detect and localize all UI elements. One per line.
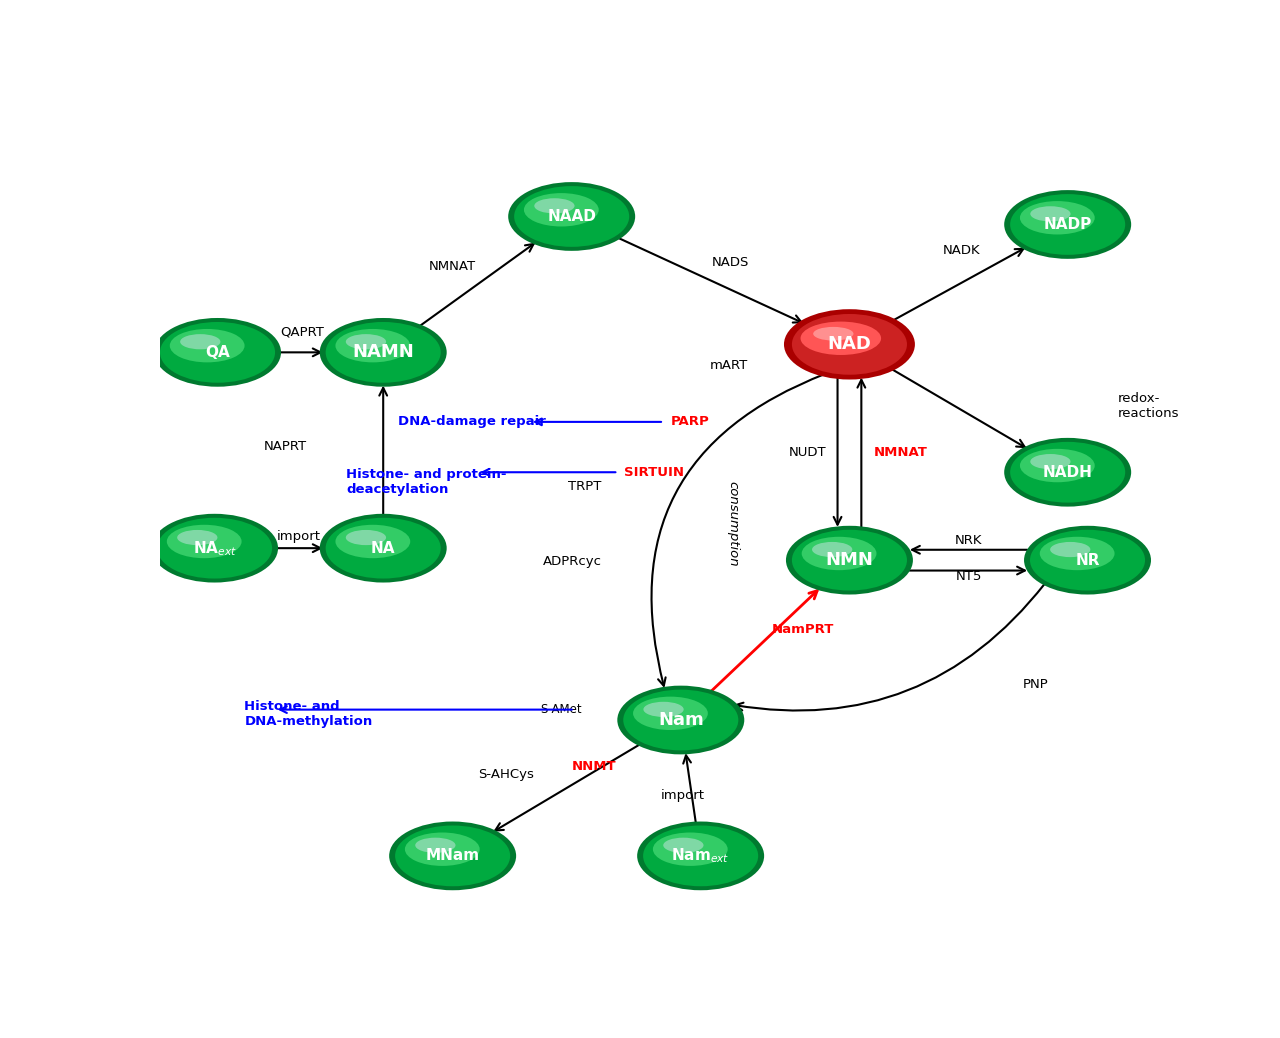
Ellipse shape <box>1005 190 1132 258</box>
Ellipse shape <box>813 327 854 340</box>
Ellipse shape <box>325 322 440 383</box>
Ellipse shape <box>643 825 758 886</box>
Ellipse shape <box>508 182 635 251</box>
Text: DNA-damage repair: DNA-damage repair <box>398 415 547 429</box>
Ellipse shape <box>346 334 387 350</box>
Text: MNam: MNam <box>425 848 480 864</box>
Text: NAAD: NAAD <box>548 209 596 224</box>
Ellipse shape <box>170 329 244 362</box>
Text: QA: QA <box>205 345 230 360</box>
Text: NAPRT: NAPRT <box>264 440 307 454</box>
Ellipse shape <box>644 702 684 717</box>
Ellipse shape <box>1039 537 1115 570</box>
Text: ADPRcyc: ADPRcyc <box>543 555 602 568</box>
Ellipse shape <box>1050 542 1091 557</box>
Ellipse shape <box>792 313 908 375</box>
Ellipse shape <box>404 832 480 866</box>
Text: Nam: Nam <box>658 711 704 729</box>
Ellipse shape <box>335 525 411 558</box>
Ellipse shape <box>1024 526 1151 595</box>
Ellipse shape <box>1030 454 1070 469</box>
Ellipse shape <box>801 537 877 570</box>
Text: Nam$_{ext}$: Nam$_{ext}$ <box>672 847 730 866</box>
Text: Histone- and protein-
deacetylation: Histone- and protein- deacetylation <box>347 468 507 496</box>
Text: QAPRT: QAPRT <box>280 326 324 338</box>
Text: import: import <box>276 529 321 543</box>
Ellipse shape <box>320 514 447 582</box>
Text: NADK: NADK <box>943 244 980 256</box>
Text: NADS: NADS <box>712 255 749 269</box>
Ellipse shape <box>151 514 278 582</box>
Text: NamPRT: NamPRT <box>772 623 835 636</box>
Ellipse shape <box>524 193 599 226</box>
Ellipse shape <box>1020 201 1094 235</box>
Text: PARP: PARP <box>671 415 709 429</box>
Text: NT5: NT5 <box>955 570 982 582</box>
Ellipse shape <box>415 838 456 853</box>
Ellipse shape <box>783 309 915 380</box>
Ellipse shape <box>515 186 630 247</box>
Ellipse shape <box>389 821 516 891</box>
Text: NMNAT: NMNAT <box>874 445 928 459</box>
Ellipse shape <box>396 825 511 886</box>
Text: NAD: NAD <box>827 335 872 353</box>
Ellipse shape <box>180 334 220 350</box>
Ellipse shape <box>166 525 242 558</box>
Ellipse shape <box>1030 207 1070 221</box>
Text: NA: NA <box>371 541 396 555</box>
Ellipse shape <box>634 696 708 730</box>
Ellipse shape <box>653 832 728 866</box>
Text: NMNAT: NMNAT <box>429 261 476 273</box>
Ellipse shape <box>623 689 739 750</box>
Text: NMN: NMN <box>826 551 873 569</box>
Ellipse shape <box>1020 448 1094 483</box>
Text: NADH: NADH <box>1043 465 1093 480</box>
Ellipse shape <box>1005 438 1132 507</box>
Ellipse shape <box>160 322 275 383</box>
Ellipse shape <box>637 821 764 891</box>
Ellipse shape <box>157 518 273 578</box>
Text: NA$_{ext}$: NA$_{ext}$ <box>192 539 237 557</box>
Text: NR: NR <box>1075 552 1100 568</box>
Text: mART: mART <box>710 359 749 373</box>
Text: SIRTUIN: SIRTUIN <box>625 466 685 479</box>
Ellipse shape <box>1030 529 1146 591</box>
Text: consumption: consumption <box>727 482 740 567</box>
Ellipse shape <box>177 530 218 545</box>
Text: Histone- and
DNA-methylation: Histone- and DNA-methylation <box>244 700 372 728</box>
Ellipse shape <box>1010 194 1125 255</box>
Ellipse shape <box>617 686 744 755</box>
Ellipse shape <box>346 530 387 545</box>
Ellipse shape <box>320 318 447 387</box>
Ellipse shape <box>792 529 908 591</box>
Ellipse shape <box>800 322 881 355</box>
Text: redox-
reactions: redox- reactions <box>1117 392 1179 420</box>
Ellipse shape <box>663 838 704 853</box>
Ellipse shape <box>812 542 852 557</box>
Text: NRK: NRK <box>955 534 982 547</box>
Text: NNMT: NNMT <box>572 760 616 773</box>
Text: TRPT: TRPT <box>568 481 602 493</box>
Text: PNP: PNP <box>1023 678 1048 690</box>
Ellipse shape <box>1010 442 1125 502</box>
Text: import: import <box>660 790 705 802</box>
Text: NADP: NADP <box>1043 217 1092 231</box>
Text: S-AMet: S-AMet <box>540 703 581 716</box>
Ellipse shape <box>325 518 440 578</box>
Text: NAMN: NAMN <box>352 344 413 361</box>
Ellipse shape <box>335 329 411 362</box>
Ellipse shape <box>534 198 575 214</box>
Ellipse shape <box>154 318 282 387</box>
Text: S-AHCys: S-AHCys <box>479 768 534 781</box>
Ellipse shape <box>786 526 913 595</box>
Text: NUDT: NUDT <box>788 445 827 459</box>
